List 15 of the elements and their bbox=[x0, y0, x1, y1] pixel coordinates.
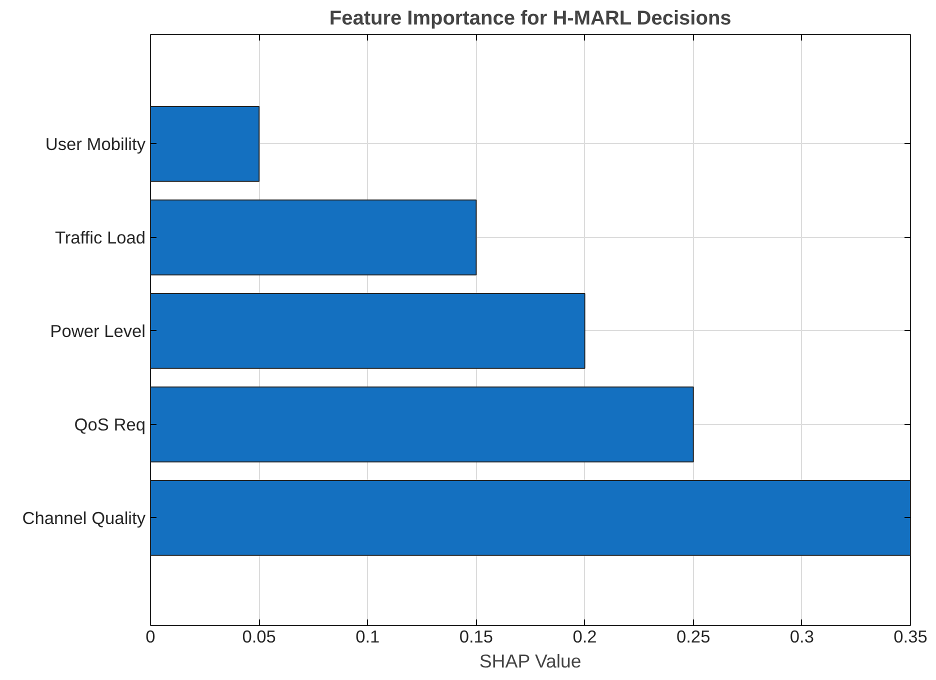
x-tick-label: 0.05 bbox=[242, 626, 276, 646]
x-tick-label: 0.1 bbox=[356, 626, 380, 646]
x-axis-title: SHAP Value bbox=[479, 650, 582, 672]
x-tick-label: 0.15 bbox=[459, 626, 494, 646]
x-tick-label: 0.2 bbox=[572, 626, 597, 646]
y-tick-label: User Mobility bbox=[45, 134, 146, 154]
chart-title: Feature Importance for H-MARL Decisions bbox=[329, 8, 732, 30]
x-tick-label: 0 bbox=[146, 626, 156, 646]
y-tick-label: Power Level bbox=[50, 320, 146, 341]
x-tick-label: 0.25 bbox=[676, 626, 710, 646]
y-tick-label: QoS Req bbox=[74, 414, 146, 434]
x-tick-label: 0.35 bbox=[894, 626, 928, 646]
y-tick-label: Channel Quality bbox=[22, 508, 146, 528]
y-tick-label: Traffic Load bbox=[54, 227, 146, 248]
x-tick-label: 0.3 bbox=[790, 626, 814, 646]
